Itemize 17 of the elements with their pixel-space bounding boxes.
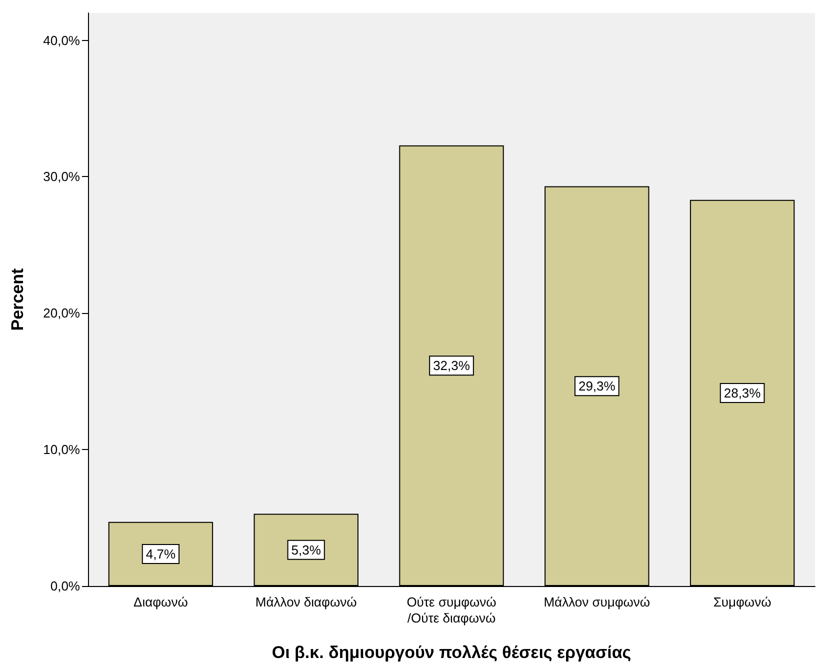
x-axis-title: Οι β.κ. δημιουργούν πολλές θέσεις εργασίας (272, 643, 632, 662)
data-label: 29,3% (578, 378, 616, 394)
x-tick-label: Μάλλον συμφωνώ (544, 594, 650, 610)
x-tick-label: Διαφωνώ (134, 594, 188, 610)
x-tick-label: Συμφωνώ (713, 594, 772, 610)
data-label: 28,3% (724, 385, 762, 400)
y-tick-label: 10,0% (43, 442, 80, 458)
y-axis-title: Percent (8, 268, 27, 331)
x-tick-label: Ούτε συμφωνώ /Ούτε διαφωνώ (406, 594, 496, 626)
y-tick-label: 20,0% (43, 306, 80, 321)
y-tick-label: 30,0% (43, 169, 80, 184)
data-label: 4,7% (146, 546, 176, 562)
data-label: 32,3% (433, 358, 470, 374)
x-tick-label: Μάλλον διαφωνώ (255, 594, 357, 610)
y-tick-label: 0,0% (50, 578, 80, 594)
data-label: 5,3% (291, 542, 322, 558)
y-tick-label: 40,0% (43, 32, 80, 48)
